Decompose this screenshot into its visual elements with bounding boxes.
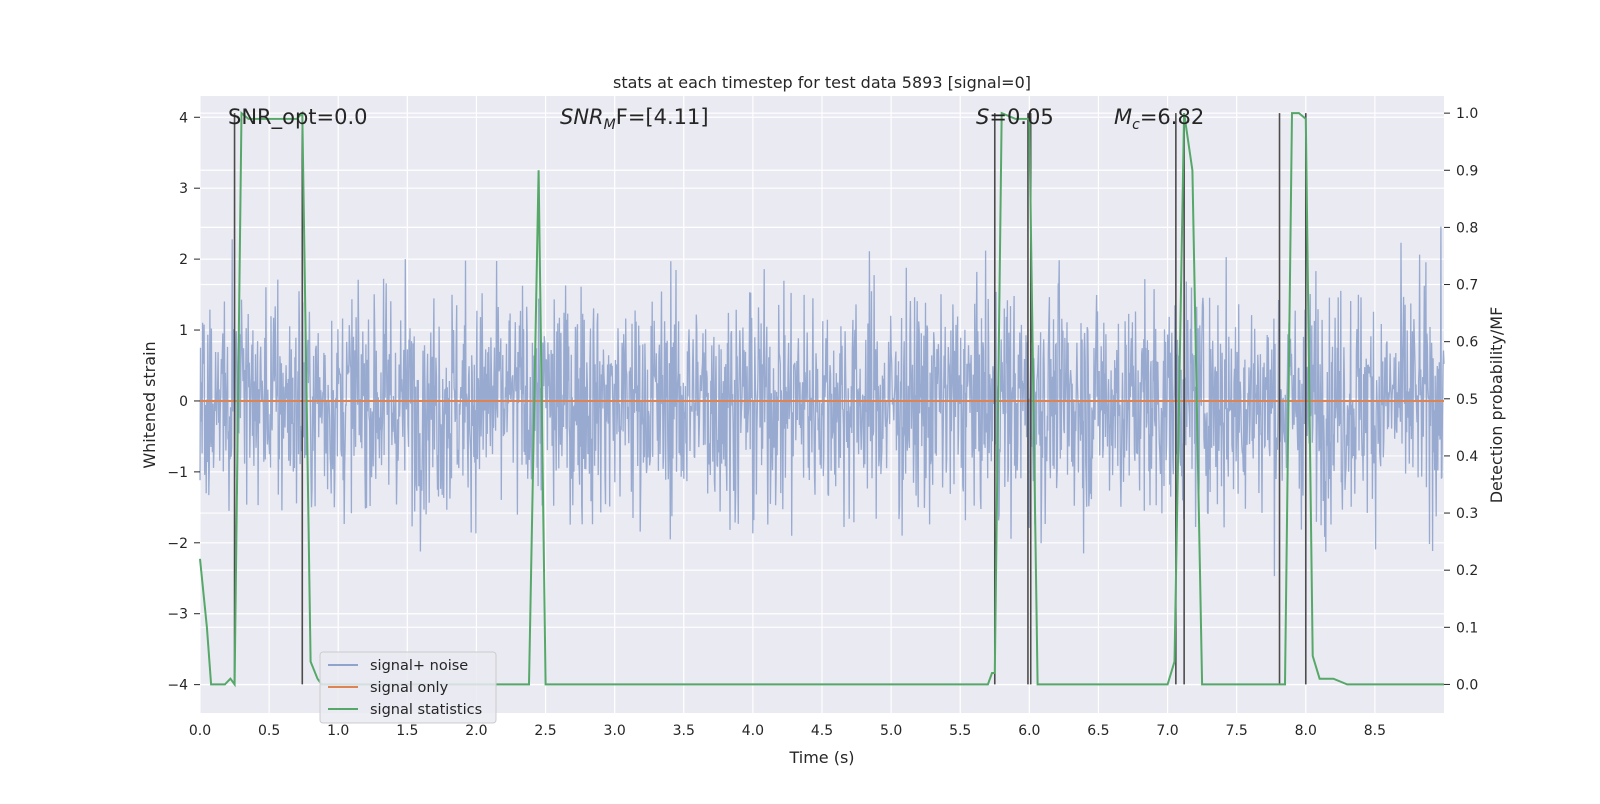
y-tick-label-right: 0.6 <box>1456 335 1478 351</box>
x-tick-label: 7.5 <box>1226 723 1248 739</box>
y-tick-label-right: 0.3 <box>1456 506 1478 522</box>
x-tick-label: 1.0 <box>327 723 349 739</box>
series-signal-noise <box>199 226 1445 577</box>
y-tick-label-right: 0.7 <box>1456 278 1478 294</box>
y-axis-label-right: Detection probability/MF <box>1487 307 1506 504</box>
vertical-markers <box>233 113 1307 685</box>
series-signal-statistics <box>199 110 1444 688</box>
legend: signal+ noise signal only signal statist… <box>319 651 497 724</box>
x-tick-label: 5.5 <box>949 723 971 739</box>
x-tick-label: 8.5 <box>1364 723 1386 739</box>
y-tick-label-left: 3 <box>179 181 188 197</box>
x-tick-label: 0.5 <box>258 723 280 739</box>
y-tick-label-left: 0 <box>179 394 188 410</box>
y-tick-label-left: 2 <box>179 252 188 268</box>
x-tick-label: 6.5 <box>1087 723 1109 739</box>
x-tick-label: 0.0 <box>189 723 211 739</box>
y-tick-label-left: −2 <box>167 536 188 552</box>
x-tick-label: 2.5 <box>534 723 556 739</box>
y-tick-label-left: −3 <box>167 607 188 623</box>
annotation-snr-mf: SNRMF=[4.11] <box>560 105 709 133</box>
x-tick-label: 4.0 <box>742 723 764 739</box>
y-tick-label-right: 0.5 <box>1456 392 1478 408</box>
annotation-s: S=0.05 <box>976 105 1054 129</box>
chart-title: stats at each timestep for test data 589… <box>613 73 1031 92</box>
y-tick-label-left: 4 <box>179 110 188 126</box>
signal-noise-trace <box>199 226 1445 577</box>
x-tick-label: 8.0 <box>1295 723 1317 739</box>
legend-label-signal-noise: signal+ noise <box>370 658 468 674</box>
legend-label-signal-only: signal only <box>370 680 449 696</box>
x-tick-label: 3.5 <box>673 723 695 739</box>
x-tick-label: 5.0 <box>880 723 902 739</box>
y-tick-label-left: −1 <box>167 465 188 481</box>
x-tick-label: 7.0 <box>1156 723 1178 739</box>
y-tick-label-left: 1 <box>179 323 188 339</box>
signal-statistics-trace <box>199 110 1444 688</box>
y-tick-label-right: 0.4 <box>1456 449 1478 465</box>
x-tick-label: 6.0 <box>1018 723 1040 739</box>
x-tick-label: 3.0 <box>604 723 626 739</box>
y-tick-label-right: 0.2 <box>1456 563 1478 579</box>
y-axis-label-left: Whitened strain <box>140 341 159 468</box>
x-tick-label: 2.0 <box>465 723 487 739</box>
axis-ticks: 0.0 0.5 1.0 1.5 2.0 2.5 3.0 3.5 4.0 4.5 5.0 5.5 6.0 6… <box>167 106 1478 739</box>
x-axis-label: Time (s) <box>788 748 854 767</box>
legend-box <box>319 651 497 724</box>
annotation-snr-opt: SNR_opt=0.0 <box>228 105 368 130</box>
annotation-mc: Mc=6.82 <box>1114 105 1204 133</box>
y-tick-label-right: 0.1 <box>1456 620 1478 636</box>
y-tick-label-right: 1.0 <box>1456 106 1478 122</box>
x-tick-label: 4.5 <box>811 723 833 739</box>
x-tick-label: 1.5 <box>396 723 418 739</box>
legend-label-signal-statistics: signal statistics <box>370 702 482 718</box>
y-tick-label-left: −4 <box>167 678 188 694</box>
y-tick-label-right: 0.8 <box>1456 220 1478 236</box>
y-tick-label-right: 0.0 <box>1456 677 1478 693</box>
y-tick-label-right: 0.9 <box>1456 163 1478 179</box>
